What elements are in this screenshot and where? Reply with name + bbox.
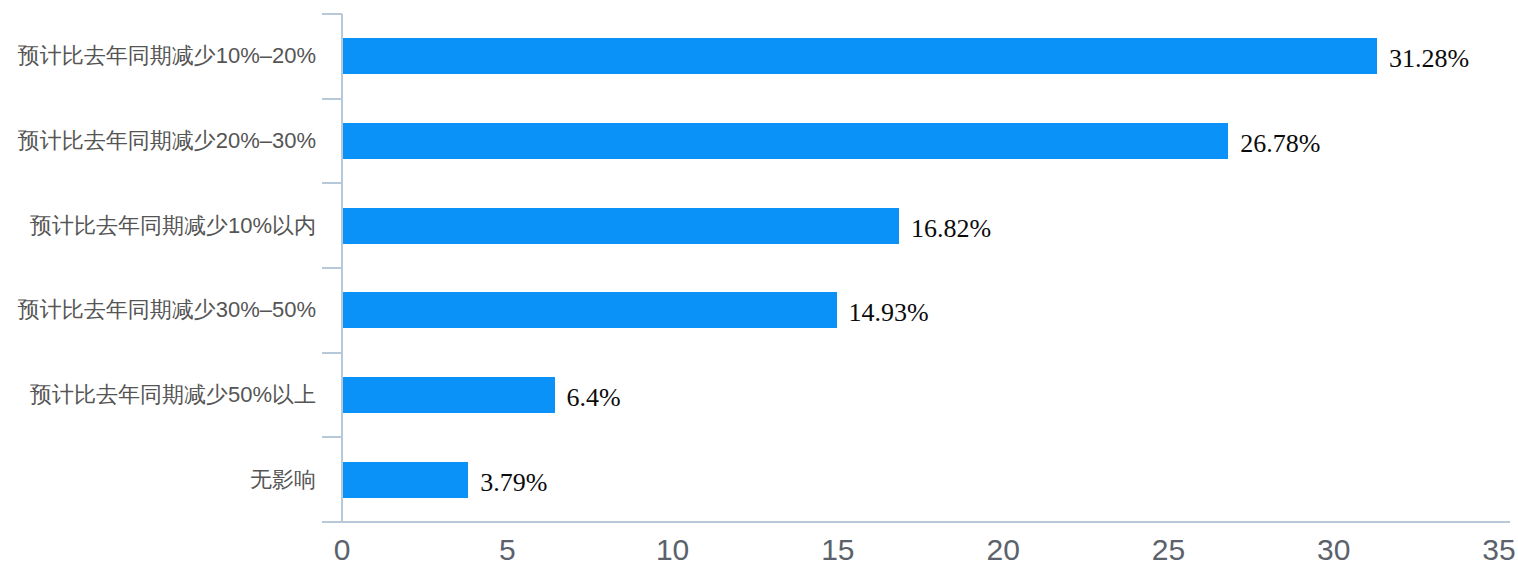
bar [343, 123, 1228, 159]
y-axis-tick [322, 521, 342, 523]
y-axis-tick [322, 182, 342, 184]
value-label: 26.78% [1240, 131, 1320, 157]
y-axis-tick [322, 98, 342, 100]
x-axis-tick-label: 35 [1482, 535, 1515, 565]
x-axis-line [322, 521, 1510, 523]
bar [343, 377, 555, 413]
category-label: 预计比去年同期减少10%–20% [0, 43, 316, 69]
value-label: 16.82% [911, 216, 991, 242]
category-label: 预计比去年同期减少50%以上 [0, 382, 316, 408]
bar [343, 462, 468, 498]
bar [343, 38, 1377, 74]
category-label: 无影响 [0, 467, 316, 493]
x-axis-tick-label: 0 [334, 535, 351, 565]
x-axis-tick-label: 5 [499, 535, 516, 565]
x-axis-tick-label: 10 [656, 535, 689, 565]
y-axis-tick [322, 13, 342, 15]
x-axis-tick-label: 30 [1317, 535, 1350, 565]
category-label: 预计比去年同期减少20%–30% [0, 128, 316, 154]
value-label: 6.4% [567, 385, 621, 411]
category-label: 预计比去年同期减少30%–50% [0, 297, 316, 323]
y-axis-tick [322, 267, 342, 269]
category-label: 预计比去年同期减少10%以内 [0, 213, 316, 239]
value-label: 31.28% [1389, 46, 1469, 72]
y-axis-tick [322, 352, 342, 354]
x-axis-tick-label: 20 [986, 535, 1019, 565]
bar-chart: 预计比去年同期减少10%–20% 31.28% 预计比去年同期减少20%–30% 26… [0, 0, 1518, 572]
value-label: 3.79% [480, 470, 547, 496]
bar [343, 292, 837, 328]
x-axis-tick-label: 15 [821, 535, 854, 565]
x-axis-tick-label: 25 [1152, 535, 1185, 565]
bar [343, 208, 899, 244]
y-axis-tick [322, 436, 342, 438]
value-label: 14.93% [849, 300, 929, 326]
